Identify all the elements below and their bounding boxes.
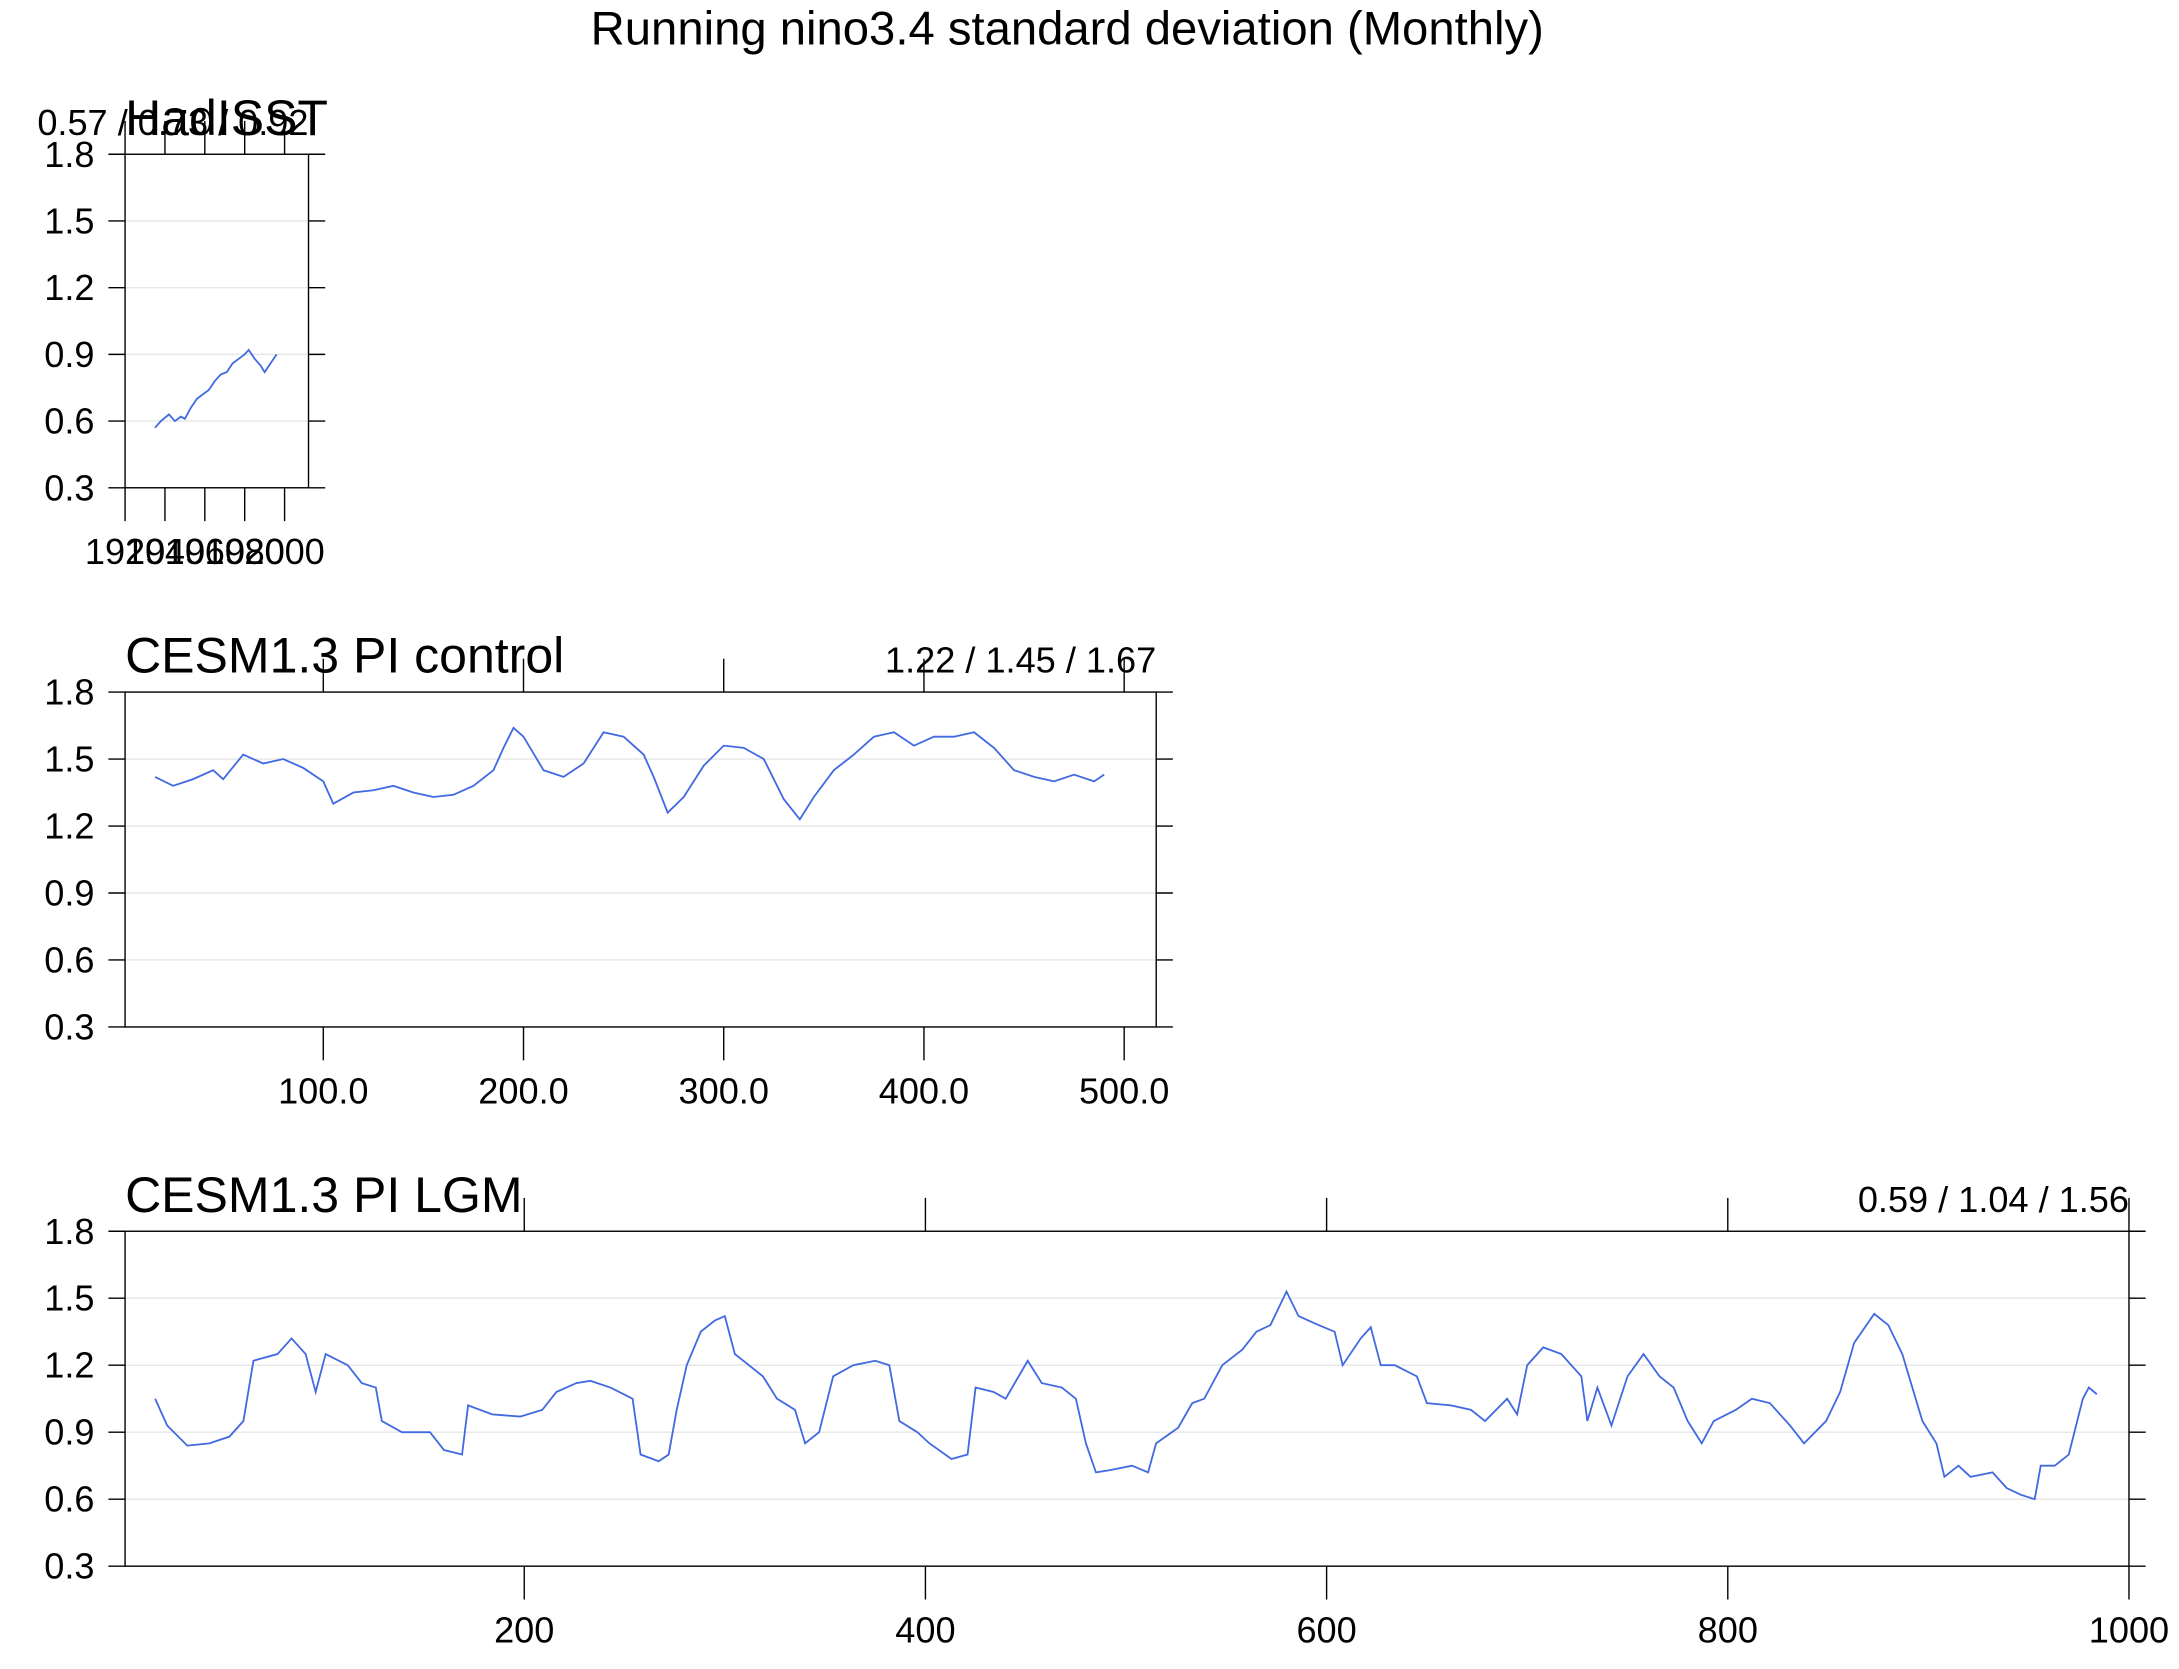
panel-title: CESM1.3 PI LGM [125,1167,522,1223]
x-tick-label: 1000 [2089,1610,2169,1651]
y-tick-label: 1.8 [44,134,94,175]
figure-title: Running nino3.4 standard deviation (Mont… [591,2,1544,55]
x-tick-label: 100.0 [278,1070,368,1111]
x-tick-label: 800 [1698,1610,1758,1651]
y-tick-label: 1.8 [44,1211,94,1252]
y-tick-label: 0.3 [44,1006,94,1047]
panel-stats: 0.57 / 0.73 / 0.92 [37,102,308,143]
y-tick-label: 1.5 [44,200,94,241]
x-tick-label: 200.0 [478,1070,568,1111]
y-tick-label: 0.3 [44,467,94,508]
y-tick-label: 0.6 [44,401,94,442]
data-line [154,1289,2098,1501]
y-tick-label: 0.3 [44,1546,94,1587]
y-tick-label: 0.6 [44,1479,94,1520]
x-tick-label: 1920 [85,531,165,572]
y-tick-label: 1.5 [44,1278,94,1319]
x-tick-label: 300.0 [679,1070,769,1111]
y-tick-label: 1.2 [44,806,94,847]
y-tick-label: 1.8 [44,672,94,713]
panel-title: CESM1.3 PI control [125,628,564,684]
y-tick-label: 0.9 [44,334,94,375]
x-tick-label: 400 [895,1610,955,1651]
panel-title: HadISST [125,90,328,146]
x-tick-label: 1940 [125,531,205,572]
panel: CESM1.3 PI LGM 0.59 / 1.04 / 1.56 0.3 0.6 0.… [44,1167,2169,1651]
x-tick-label: 1960 [165,531,245,572]
x-tick-label: 600 [1296,1610,1356,1651]
x-tick-label: 400.0 [879,1070,969,1111]
panel: CESM1.3 PI control 1.22 / 1.45 / 1.67 0.3 0… [44,628,1173,1111]
y-tick-label: 1.2 [44,1345,94,1386]
plot-frame [124,691,1157,1028]
y-tick-label: 0.9 [44,1412,94,1453]
x-tick-label: 200 [494,1610,554,1651]
plot-frame [124,153,310,489]
panel-stats: 0.59 / 1.04 / 1.56 [1858,1179,2129,1220]
x-tick-label: 1980 [205,531,285,572]
x-tick-label: 500.0 [1079,1070,1169,1111]
panel-stats: 1.22 / 1.45 / 1.67 [885,640,1156,681]
data-line [154,348,278,429]
x-tick-label: 2000 [244,531,324,572]
data-line [154,726,1105,821]
y-tick-label: 0.9 [44,873,94,914]
y-tick-label: 1.5 [44,739,94,780]
y-tick-label: 1.2 [44,267,94,308]
plot-frame [124,1230,2130,1567]
y-tick-label: 0.6 [44,939,94,980]
